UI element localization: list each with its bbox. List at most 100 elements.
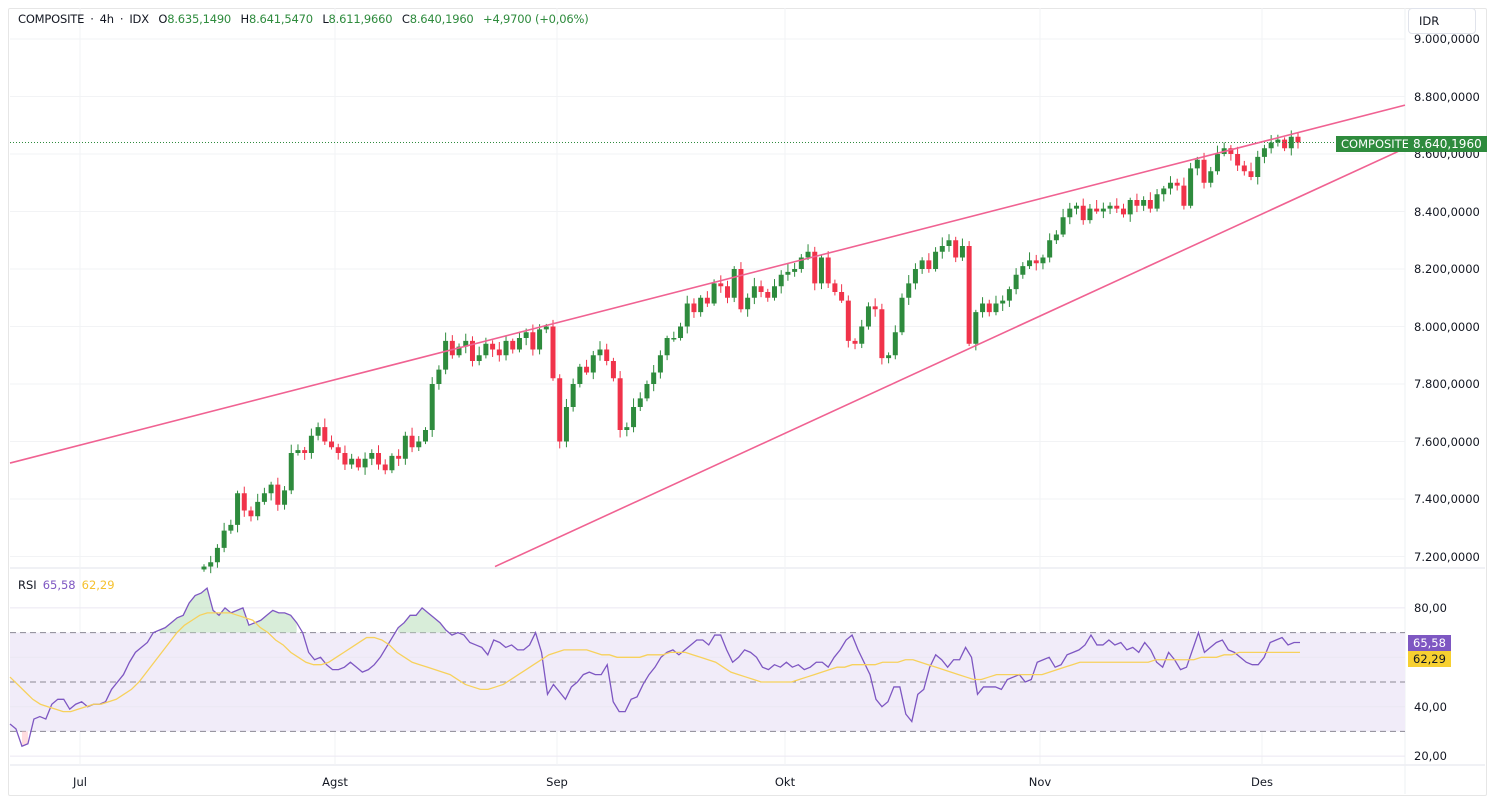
candle-body — [832, 283, 838, 292]
candle-body — [288, 453, 294, 491]
candle-body — [483, 343, 489, 356]
candle-body — [268, 484, 274, 494]
candle-body — [879, 309, 885, 359]
candle-body — [261, 493, 267, 502]
candle-body — [738, 269, 744, 310]
candle-body — [644, 384, 650, 399]
candle-body — [758, 286, 764, 292]
candle-body — [624, 427, 630, 430]
candle-body — [1000, 300, 1006, 304]
candle-body — [382, 464, 388, 471]
candle-body — [1053, 234, 1059, 241]
rsi-oversold-fill — [21, 731, 28, 747]
candle-body — [933, 251, 939, 269]
rsi-ma-value-tag: 62,29 — [1408, 651, 1451, 667]
candle-body — [456, 346, 462, 356]
candle-body — [362, 458, 368, 468]
candle-body — [449, 340, 455, 356]
candle-body — [892, 332, 898, 356]
candle-body — [966, 246, 972, 344]
candle-body — [751, 286, 757, 298]
candle-body — [396, 455, 402, 459]
candle-body — [1161, 188, 1167, 195]
candle-body — [1027, 260, 1033, 267]
rsi-ma-line — [9, 612, 1300, 713]
candle-body — [886, 355, 892, 359]
candle-body — [302, 450, 308, 453]
price-tick-label: 8.400,0000 — [1414, 204, 1480, 219]
candle-body — [476, 355, 482, 361]
candle-body — [510, 340, 516, 350]
interval: 4h — [99, 12, 114, 26]
candle-body — [631, 407, 637, 428]
candle-body — [812, 251, 818, 284]
candle-body — [597, 349, 603, 356]
candle-body — [255, 501, 261, 517]
candle-body — [671, 338, 677, 340]
candle-body — [1241, 165, 1247, 172]
candle-body — [845, 300, 851, 341]
candle-body — [684, 303, 690, 327]
candle-body — [490, 343, 496, 350]
price-tick-label: 8.200,0000 — [1414, 262, 1480, 276]
candle-body — [282, 490, 288, 505]
price-tick-label: 7.800,0000 — [1414, 377, 1480, 391]
candle-body — [201, 566, 207, 570]
symbol-name[interactable]: COMPOSITE — [18, 12, 85, 26]
candle-body — [1282, 139, 1288, 149]
candle-body — [389, 455, 395, 471]
candle-body — [859, 326, 865, 344]
time-tick-label: Nov — [1028, 775, 1052, 789]
ohlc-close: C8.640,1960 — [401, 12, 474, 26]
currency-button[interactable]: IDR — [1408, 8, 1476, 34]
candle-body — [711, 283, 717, 304]
candle-body — [651, 372, 657, 384]
price-change: +4,9700 (+0,06%) — [483, 12, 589, 26]
candle-body — [899, 297, 905, 333]
candle-body — [349, 458, 355, 465]
candle-body — [1074, 205, 1080, 209]
candle-body — [778, 274, 784, 287]
candle-body — [718, 283, 724, 287]
candle-body — [792, 269, 798, 272]
symbol-legend: COMPOSITE · 4h · IDX O8.635,1490 H8.641,5470… — [18, 12, 595, 26]
price-tick-label: 8.800,0000 — [1414, 89, 1480, 104]
candle-body — [657, 355, 663, 373]
rsi-label[interactable]: RSI — [18, 578, 37, 592]
candle-body — [523, 332, 529, 338]
candle-body — [912, 269, 918, 284]
candle-body — [1261, 148, 1267, 157]
candle-body — [1154, 194, 1160, 209]
candle-body — [422, 430, 428, 442]
candle-body — [1235, 154, 1241, 166]
price-tick-label: 9.000,0000 — [1414, 32, 1480, 46]
time-tick-label: Des — [1251, 775, 1273, 789]
candle-body — [315, 427, 321, 436]
candle-body — [1107, 205, 1113, 209]
candle-body — [503, 340, 509, 356]
candle-body — [1114, 205, 1120, 209]
candle-body — [429, 384, 435, 430]
candle-body — [1067, 208, 1073, 218]
candle-body — [725, 286, 731, 298]
candle-body — [322, 427, 328, 442]
candle-body — [228, 524, 234, 531]
candle-body — [1134, 200, 1140, 206]
candle-body — [516, 338, 522, 350]
trendline-lower — [494, 147, 1406, 568]
candle-body — [825, 257, 831, 284]
candle-body — [570, 384, 576, 407]
candle-body — [1127, 200, 1133, 215]
separator: · — [119, 12, 124, 26]
candle-body — [241, 493, 247, 511]
candle-body — [839, 292, 845, 301]
candle-body — [557, 378, 563, 442]
rsi-value-tag: 65,58 — [1408, 635, 1451, 651]
rsi-tick-label: 80,00 — [1414, 600, 1447, 615]
price-tick-label: 7.200,0000 — [1414, 549, 1480, 564]
last-price-tag: 8.640,1960 — [1408, 136, 1487, 152]
candle-body — [1080, 205, 1086, 221]
candle-body — [537, 329, 543, 350]
rsi-value: 65,58 — [42, 578, 76, 592]
